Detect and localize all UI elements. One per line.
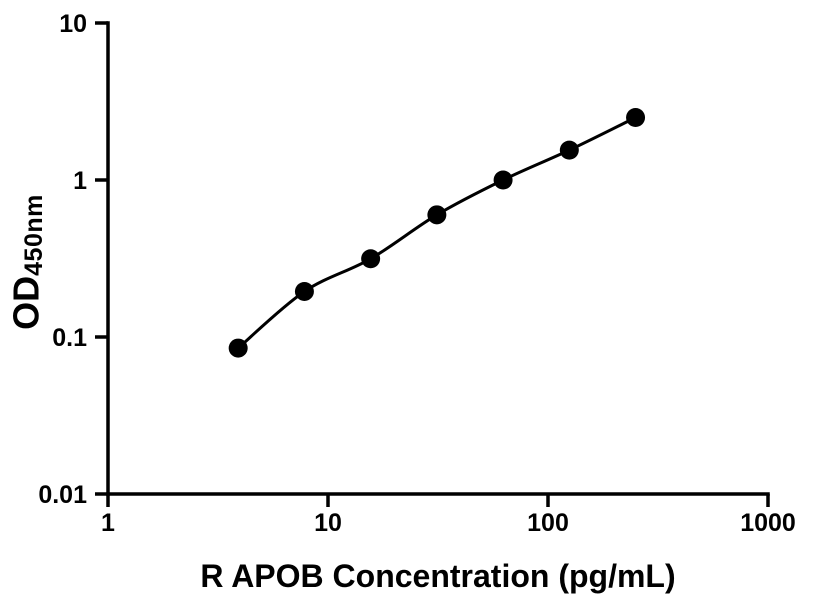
x-tick-label: 1000 xyxy=(740,509,796,537)
data-point xyxy=(228,338,248,358)
data-point xyxy=(493,170,513,190)
y-axis-title-main: OD xyxy=(5,275,47,330)
x-axis-title: R APOB Concentration (pg/mL) xyxy=(200,558,676,594)
data-point xyxy=(559,140,579,160)
data-point xyxy=(626,108,646,128)
y-axis-title: OD450nm xyxy=(5,194,49,330)
y-tick-label: 10 xyxy=(59,10,87,38)
x-tick-label: 10 xyxy=(314,509,342,537)
x-tick-label: 1 xyxy=(101,509,115,537)
x-tick-label: 100 xyxy=(527,509,569,537)
y-axis-title-subscript: 450nm xyxy=(19,194,48,276)
data-point xyxy=(427,205,447,225)
data-point xyxy=(361,249,381,269)
y-tick-label: 0.01 xyxy=(38,481,87,509)
data-point xyxy=(294,281,314,301)
y-tick-label: 1 xyxy=(73,167,87,195)
y-tick-label: 0.1 xyxy=(52,324,87,352)
